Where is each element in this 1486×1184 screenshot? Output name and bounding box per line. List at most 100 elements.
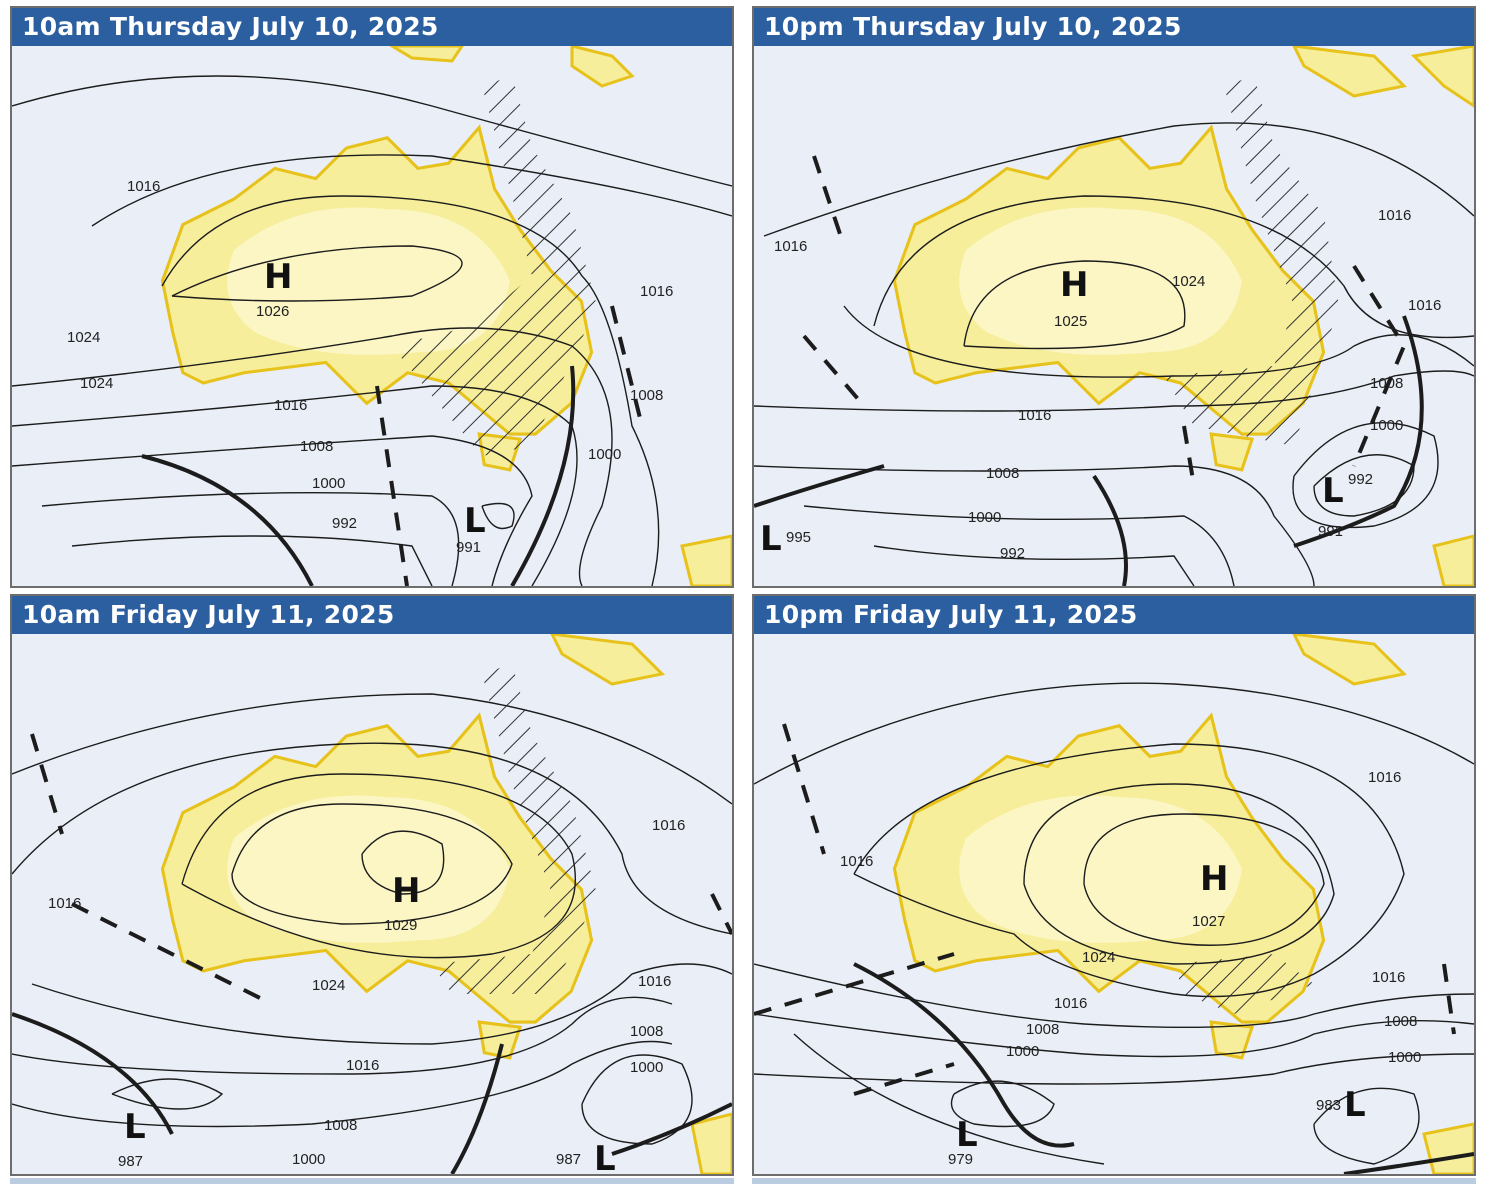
trough-line bbox=[754, 952, 955, 1016]
synoptic-chart: 1016 1024 1024 1016 1008 1000 992 1016 1… bbox=[12, 46, 732, 586]
high-pressure-value: 1029 bbox=[384, 917, 417, 934]
panel-title: 10pm Friday July 11, 2025 bbox=[754, 596, 1474, 634]
isobars bbox=[12, 693, 732, 1145]
isobar-label: 1008 bbox=[1026, 1021, 1059, 1038]
high-pressure-value: 1027 bbox=[1192, 913, 1225, 930]
trough-line bbox=[30, 733, 64, 835]
new-guinea bbox=[570, 46, 635, 88]
cold-front bbox=[853, 962, 1075, 1148]
trough-line bbox=[802, 334, 866, 408]
low-pressure-value: 991 bbox=[456, 539, 481, 556]
isobar-label: 1016 bbox=[640, 283, 673, 300]
trough-line bbox=[812, 155, 846, 247]
low-pressure-value: 987 bbox=[556, 1151, 581, 1168]
isobar-label: 1016 bbox=[127, 178, 160, 195]
low-pressure-symbol: L bbox=[1322, 471, 1344, 511]
map-panel-3: 10am Friday July 11, 2025 1016 1016 1024… bbox=[10, 594, 734, 1176]
isobar-label: 1016 bbox=[1408, 297, 1441, 314]
low-pressure-symbol: L bbox=[1344, 1085, 1366, 1125]
cold-front bbox=[1293, 315, 1424, 548]
isobar-label: 1000 bbox=[588, 446, 621, 463]
new-zealand bbox=[680, 534, 732, 586]
rain-area bbox=[1164, 76, 1339, 446]
isobar-label: 1008 bbox=[300, 438, 333, 455]
isobar-label: 1016 bbox=[652, 817, 685, 834]
trough-line bbox=[375, 385, 409, 586]
cold-front bbox=[510, 365, 576, 586]
isobar-label: 1000 bbox=[968, 509, 1001, 526]
synoptic-chart: 1016 1016 1024 1016 1016 1008 1000 1008 … bbox=[12, 634, 732, 1174]
trough-line bbox=[610, 305, 644, 427]
low-pressure-value: 987 bbox=[118, 1153, 143, 1170]
rain-area bbox=[1174, 954, 1314, 1014]
high-pressure-symbol: H bbox=[264, 257, 292, 297]
cold-front bbox=[1092, 474, 1128, 586]
isobar-label: 1024 bbox=[80, 375, 113, 392]
trough-line bbox=[71, 902, 273, 1006]
new-guinea bbox=[1292, 634, 1408, 686]
isobar-label: 1016 bbox=[1018, 407, 1051, 424]
high-pressure-symbol: H bbox=[392, 871, 420, 911]
high-pressure-symbol: H bbox=[1060, 265, 1088, 305]
map-panel-2: 10pm Thursday July 10, 2025 1016 1016 10… bbox=[752, 6, 1476, 588]
isobar-label: 1000 bbox=[1388, 1049, 1421, 1066]
cold-front bbox=[12, 1012, 174, 1135]
bottom-strip bbox=[10, 1178, 734, 1184]
synoptic-chart: 1016 1016 1024 1016 1008 1000 1016 1008 … bbox=[754, 634, 1474, 1174]
rain-area bbox=[432, 664, 597, 994]
low-pressure-symbol: L bbox=[956, 1115, 978, 1155]
isobar-label: 1024 bbox=[1172, 273, 1205, 290]
low-pressure-value: 991 bbox=[1318, 523, 1343, 540]
isobar-label: 1016 bbox=[1054, 995, 1087, 1012]
low-pressure-symbol: L bbox=[760, 519, 782, 559]
trough-line bbox=[710, 893, 732, 935]
isobar-label: 1000 bbox=[1006, 1043, 1039, 1060]
australia bbox=[894, 716, 1323, 1058]
low-pressure-symbol: L bbox=[124, 1107, 146, 1147]
isobar-label: 1016 bbox=[638, 973, 671, 990]
isobars bbox=[12, 75, 732, 586]
low-pressure-value: 995 bbox=[786, 529, 811, 546]
isobar-label: 992 bbox=[332, 515, 357, 532]
trough-line bbox=[853, 1062, 955, 1096]
isobars bbox=[754, 682, 1474, 1165]
islands bbox=[1410, 46, 1474, 108]
isobar-label: 1016 bbox=[1378, 207, 1411, 224]
panel-title: 10am Thursday July 10, 2025 bbox=[12, 8, 732, 46]
map-panel-4: 10pm Friday July 11, 2025 1016 1016 1024… bbox=[752, 594, 1476, 1176]
isobar-label: 1008 bbox=[630, 387, 663, 404]
high-pressure-symbol: H bbox=[1200, 859, 1228, 899]
new-guinea bbox=[550, 634, 666, 686]
isobar-label: 992 bbox=[1348, 471, 1373, 488]
low-pressure-symbol: L bbox=[464, 501, 486, 541]
indonesia bbox=[389, 46, 464, 63]
cold-front bbox=[450, 1043, 504, 1174]
isobar-label: 1000 bbox=[630, 1059, 663, 1076]
cold-front bbox=[141, 454, 314, 586]
trough-line bbox=[782, 723, 826, 855]
isobar-label: 1008 bbox=[1370, 375, 1403, 392]
rain-area bbox=[392, 76, 597, 456]
isobar-label: 1016 bbox=[346, 1057, 379, 1074]
low-pressure-value: 983 bbox=[1316, 1097, 1341, 1114]
cold-front bbox=[1343, 1152, 1474, 1174]
synoptic-chart: 1016 1016 1024 1016 1016 1008 1000 1008 … bbox=[754, 46, 1474, 586]
cold-front bbox=[611, 1102, 732, 1156]
isobar-label: 992 bbox=[1000, 545, 1025, 562]
isobar-label: 1008 bbox=[324, 1117, 357, 1134]
isobar-label: 1008 bbox=[630, 1023, 663, 1040]
isobar-label: 1000 bbox=[292, 1151, 325, 1168]
isobar-label: 1016 bbox=[1372, 969, 1405, 986]
low-pressure-value: 979 bbox=[948, 1151, 973, 1168]
bottom-strip bbox=[752, 1178, 1476, 1184]
isobar-label: 1024 bbox=[312, 977, 345, 994]
isobars bbox=[754, 122, 1474, 586]
panel-title: 10am Friday July 11, 2025 bbox=[12, 596, 732, 634]
isobar-label: 1024 bbox=[1082, 949, 1115, 966]
new-zealand bbox=[1422, 1122, 1474, 1174]
isobar-label: 1000 bbox=[1370, 417, 1403, 434]
cold-front bbox=[754, 464, 885, 508]
isobar-label: 1016 bbox=[1368, 769, 1401, 786]
map-panel-1: 10am Thursday July 10, 2025 1016 1024 10… bbox=[10, 6, 734, 588]
trough-line bbox=[1352, 264, 1407, 467]
